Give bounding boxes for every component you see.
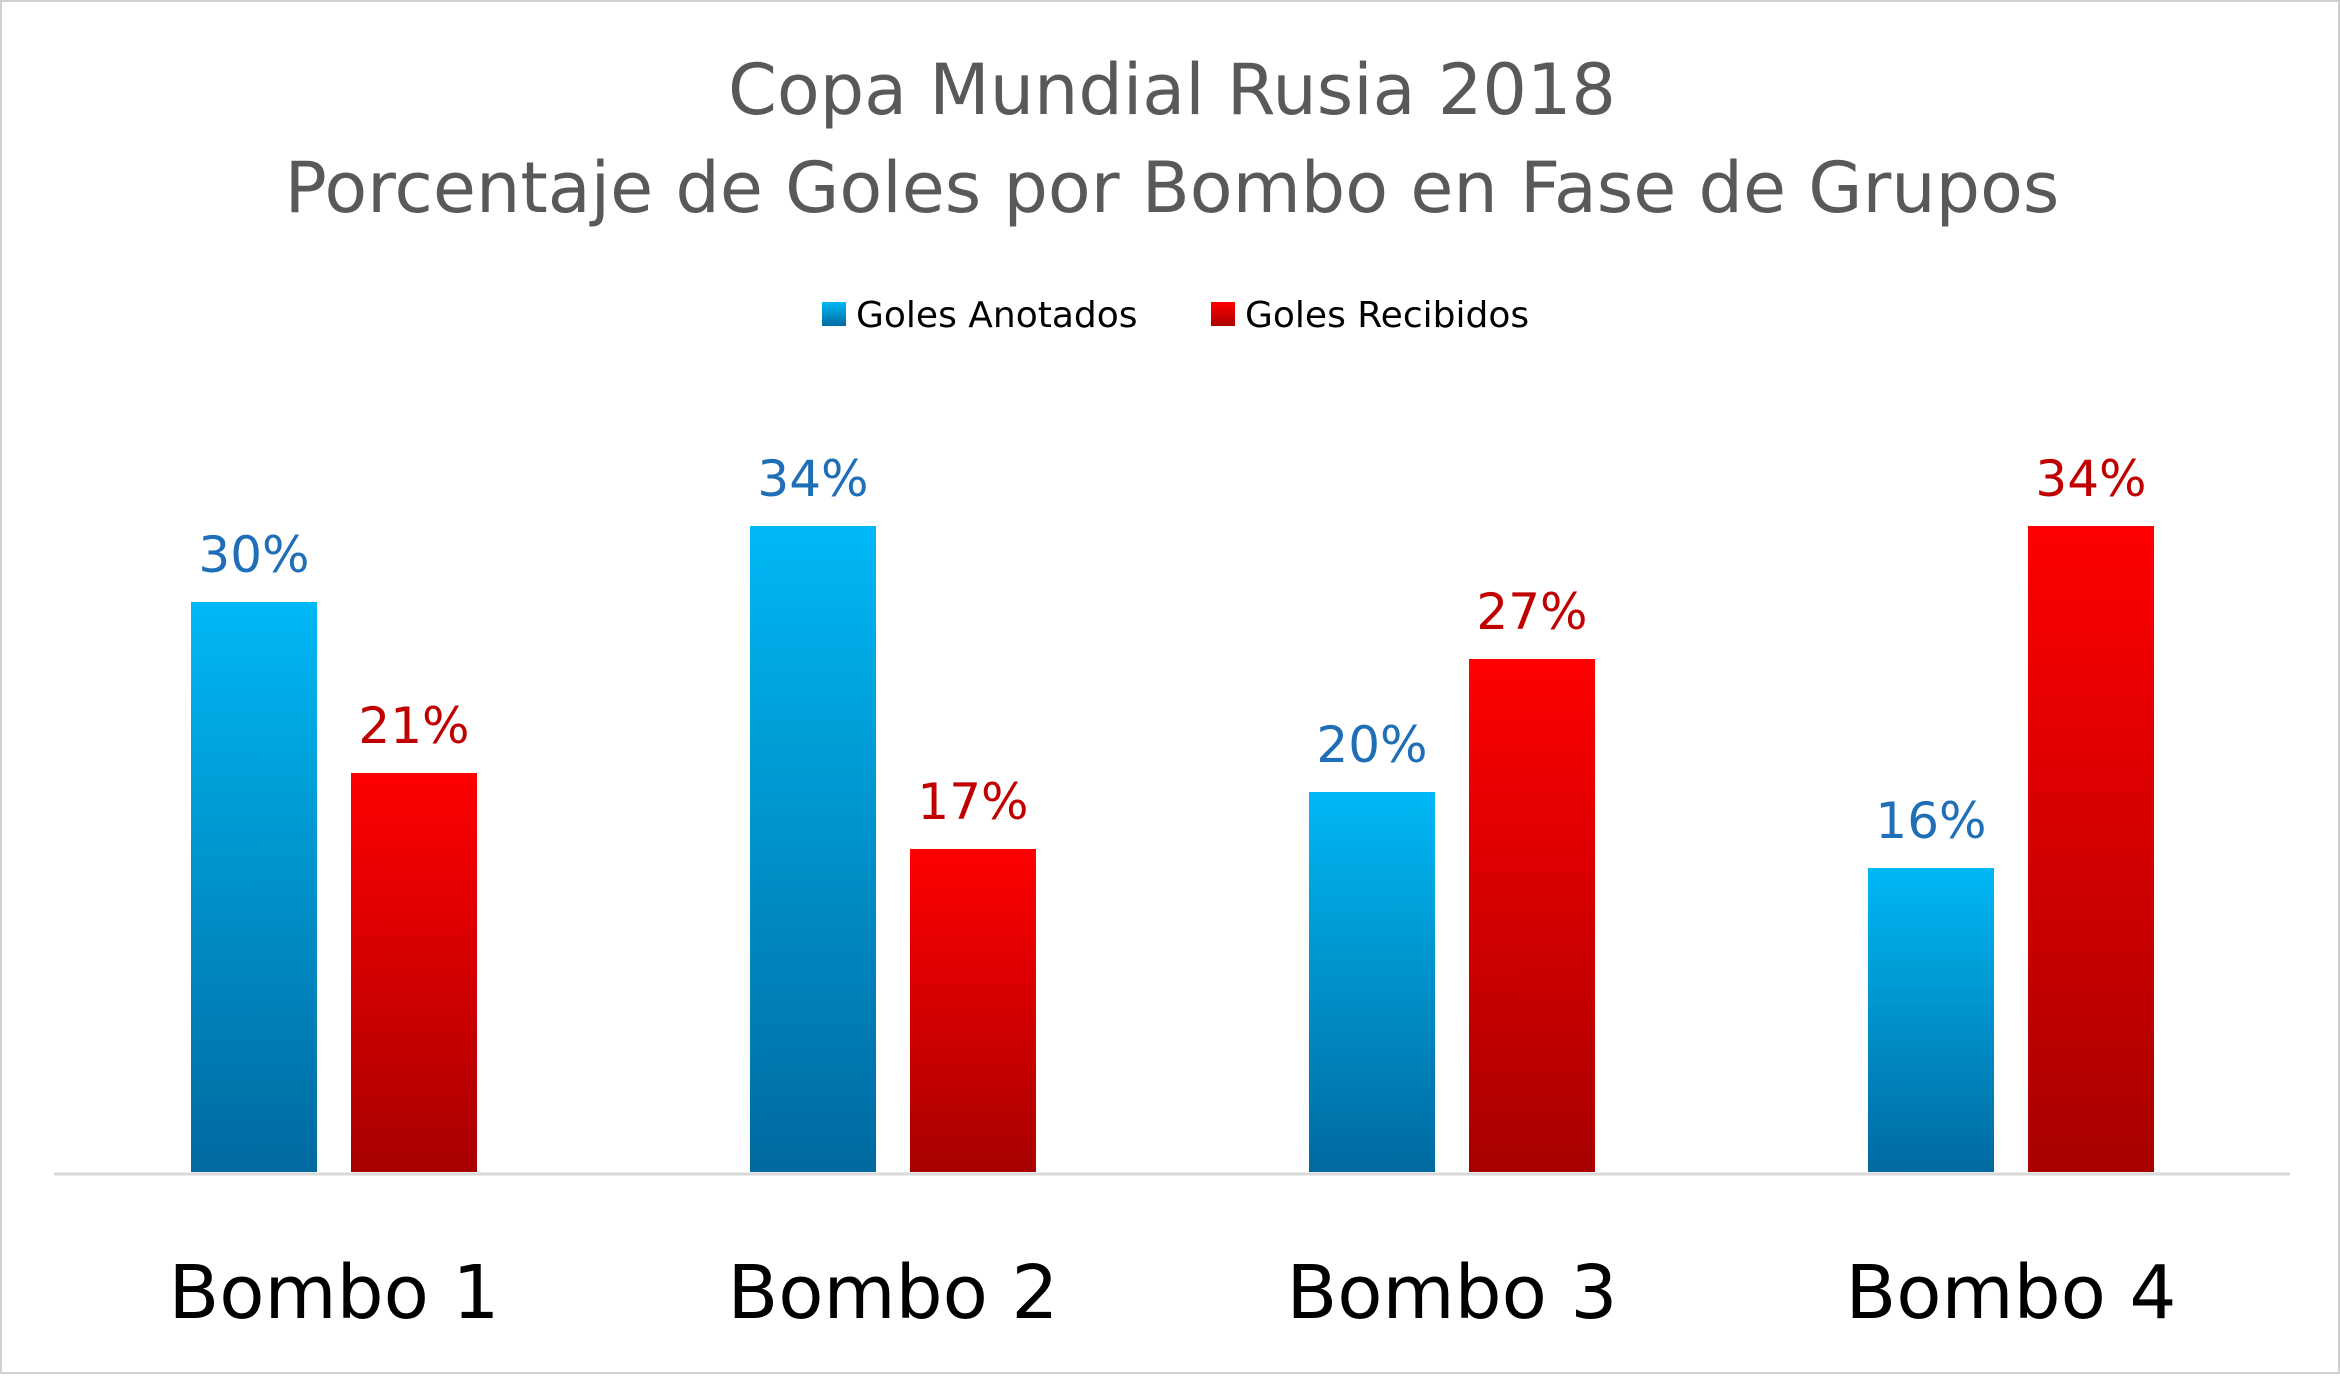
data-label-goles-recibidos-bombo-1: 21% [358,697,469,755]
bars-group [191,526,2154,1172]
bar-goles-recibidos-bombo-4 [2028,526,2154,1172]
legend: Goles Anotados Goles Recibidos [822,295,1529,336]
legend-swatch-goles-recibidos [1211,302,1235,326]
data-label-goles-anotados-bombo-1: 30% [198,526,309,584]
category-label-bombo-2: Bombo 2 [728,1250,1059,1336]
bar-goles-anotados-bombo-3 [1309,792,1435,1172]
data-label-goles-recibidos-bombo-4: 34% [2035,450,2146,508]
category-labels: Bombo 1 Bombo 2 Bombo 3 Bombo 4 [169,1250,2177,1336]
chart-title: Copa Mundial Rusia 2018 [728,49,1616,131]
data-label-goles-recibidos-bombo-2: 17% [917,773,1028,831]
legend-label-goles-recibidos: Goles Recibidos [1245,295,1529,336]
legend-label-goles-anotados: Goles Anotados [856,295,1138,336]
data-label-goles-anotados-bombo-2: 34% [757,450,868,508]
category-label-bombo-4: Bombo 4 [1846,1250,2177,1336]
bar-goles-recibidos-bombo-1 [351,773,477,1172]
bar-goles-anotados-bombo-1 [191,602,317,1172]
category-label-bombo-1: Bombo 1 [169,1250,500,1336]
bar-goles-recibidos-bombo-3 [1469,659,1595,1172]
data-label-goles-anotados-bombo-3: 20% [1316,716,1427,774]
data-label-goles-anotados-bombo-4: 16% [1875,792,1986,850]
data-label-goles-recibidos-bombo-3: 27% [1476,583,1587,641]
legend-swatch-goles-anotados [822,302,846,326]
category-label-bombo-3: Bombo 3 [1287,1250,1618,1336]
bar-goles-recibidos-bombo-2 [910,849,1036,1172]
chart-subtitle: Porcentaje de Goles por Bombo en Fase de… [285,147,2060,229]
bar-goles-anotados-bombo-4 [1868,868,1994,1172]
bar-goles-anotados-bombo-2 [750,526,876,1172]
data-labels-group: 30% 34% 20% 16% 21% 17% 27% 34% [198,450,2146,850]
